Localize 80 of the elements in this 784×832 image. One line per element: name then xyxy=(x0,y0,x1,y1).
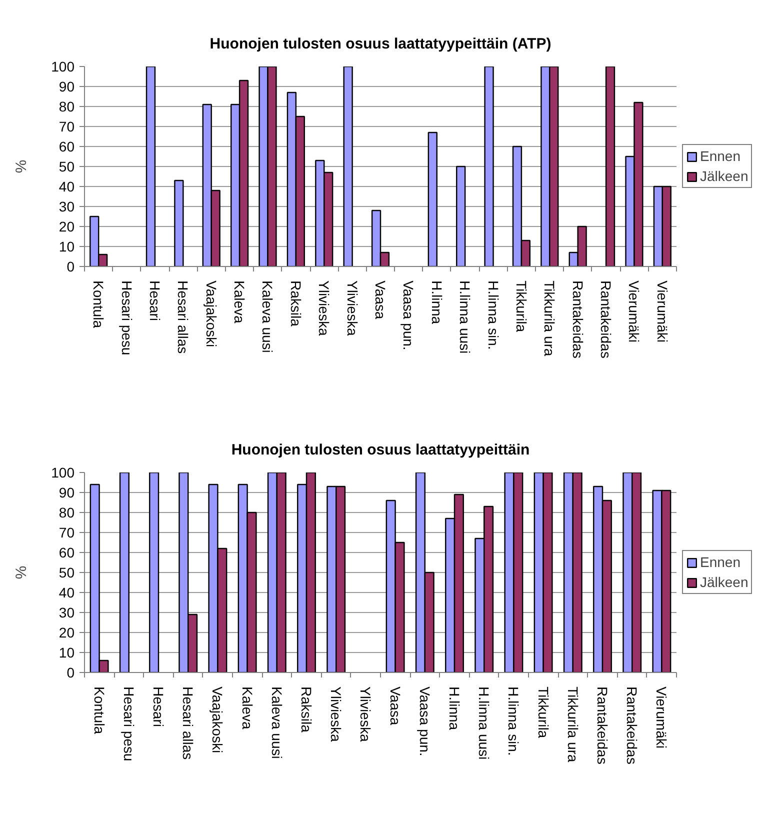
legend-label: Ennen xyxy=(700,554,740,570)
y-tick-label: 20 xyxy=(58,624,75,640)
bar xyxy=(428,132,438,266)
y-tick-label: 50 xyxy=(58,158,75,174)
x-tick-label: Tikkurila xyxy=(535,686,552,738)
x-tick-label: Ylivieska xyxy=(344,280,360,336)
x-tick-label: Hesari pesu xyxy=(118,280,135,356)
chart-title: Huonojen tulosten osuus laattatyypeittäin xyxy=(231,442,530,458)
x-tick-label: Vaasa xyxy=(387,686,404,726)
x-tick-label: Tikkurila ura xyxy=(542,280,558,356)
bar xyxy=(146,66,156,266)
bar xyxy=(149,472,160,672)
y-tick-label: 40 xyxy=(58,584,75,600)
bar xyxy=(605,66,616,266)
x-tick-label: Tikkurila ura xyxy=(564,686,581,762)
y-tick-label: 30 xyxy=(58,198,75,214)
x-tick-label: H.linna xyxy=(446,686,462,730)
x-tick-label: Vierumäki xyxy=(626,280,642,342)
x-tick-label: Hesari pesu xyxy=(120,686,137,762)
x-tick-label: Ylivieska xyxy=(358,686,374,742)
x-tick-label: Raksila xyxy=(288,280,304,327)
x-tick-label: Vierumäki xyxy=(654,280,670,342)
x-tick-label: Vaasa pun. xyxy=(416,686,433,756)
x-tick-label: H.linna uusi xyxy=(457,280,474,354)
x-tick-label: Vaajakoski xyxy=(210,686,226,754)
x-tick-label: Rantakeidas xyxy=(570,280,586,358)
y-tick-label: 10 xyxy=(58,644,75,660)
x-tick-label: Tikkurila xyxy=(513,280,530,332)
x-tick-label: Rantakeidas xyxy=(624,686,640,764)
y-axis-title: % xyxy=(13,566,30,580)
y-tick-label: 0 xyxy=(66,664,75,680)
y-tick-label: 80 xyxy=(58,504,75,520)
bar xyxy=(456,166,466,266)
legend-label: Jälkeen xyxy=(700,168,748,184)
y-tick-label: 40 xyxy=(58,178,75,194)
x-tick-label: Rantakeidas xyxy=(594,686,610,764)
x-tick-label: H.linna uusi xyxy=(476,686,492,760)
y-axis-title: % xyxy=(13,160,30,174)
y-tick-label: 100 xyxy=(51,58,75,74)
y-tick-label: 90 xyxy=(58,78,75,94)
x-tick-label: Kaleva xyxy=(232,280,248,324)
y-tick-label: 20 xyxy=(58,218,75,234)
y-tick-label: 70 xyxy=(58,118,75,134)
x-tick-label: Kaleva uusi xyxy=(268,686,285,759)
y-tick-label: 100 xyxy=(51,464,75,480)
y-tick-label: 60 xyxy=(58,544,75,560)
x-tick-label: H.linna xyxy=(428,280,445,324)
y-tick-label: 60 xyxy=(58,138,75,154)
x-tick-label: H.linna sin. xyxy=(506,686,522,756)
chart-title: Huonojen tulosten osuus laattatyypeittäin (ATP) xyxy=(210,36,552,52)
x-tick-label: Hesari xyxy=(150,686,166,727)
x-tick-label: Hesari allas xyxy=(175,280,192,354)
y-tick-label: 10 xyxy=(58,238,75,254)
y-tick-label: 80 xyxy=(58,98,75,114)
bar xyxy=(174,180,184,266)
legend-label: Jälkeen xyxy=(700,574,748,590)
bar xyxy=(484,66,494,266)
x-tick-label: Hesari allas xyxy=(180,686,196,760)
x-tick-label: Rantakeidas xyxy=(598,280,614,358)
x-tick-label: Ylivieska xyxy=(316,280,332,336)
legend-label: Ennen xyxy=(700,148,740,164)
x-tick-label: Raksila xyxy=(298,686,314,733)
x-tick-label: Kontula xyxy=(91,686,108,734)
x-tick-label: H.linna sin. xyxy=(485,280,502,350)
bar xyxy=(119,472,130,672)
y-tick-label: 50 xyxy=(58,564,75,580)
x-tick-label: Hesari xyxy=(146,280,163,321)
y-tick-label: 90 xyxy=(58,484,75,500)
y-tick-label: 30 xyxy=(58,604,75,620)
y-tick-label: 0 xyxy=(66,258,75,274)
x-tick-label: Kaleva xyxy=(239,686,256,730)
x-tick-label: Vaasa xyxy=(372,280,388,320)
x-tick-label: Vaasa pun. xyxy=(400,280,417,350)
x-tick-label: Kontula xyxy=(90,280,107,328)
bar xyxy=(343,66,353,266)
y-tick-label: 70 xyxy=(58,524,75,540)
x-tick-label: Vierumäki xyxy=(654,686,670,748)
x-tick-label: Ylivieska xyxy=(328,686,344,742)
x-tick-label: Kaleva uusi xyxy=(260,280,276,353)
x-tick-label: Vaajakoski xyxy=(203,280,220,348)
